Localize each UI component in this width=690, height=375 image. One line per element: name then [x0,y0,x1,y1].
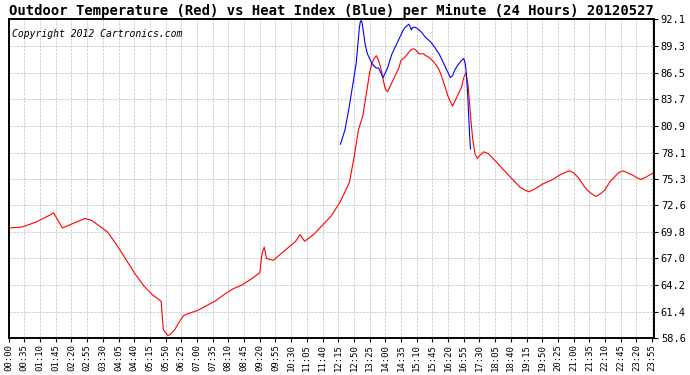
Text: Outdoor Temperature (Red) vs Heat Index (Blue) per Minute (24 Hours) 20120527: Outdoor Temperature (Red) vs Heat Index … [9,4,653,18]
Text: Copyright 2012 Cartronics.com: Copyright 2012 Cartronics.com [12,29,182,39]
